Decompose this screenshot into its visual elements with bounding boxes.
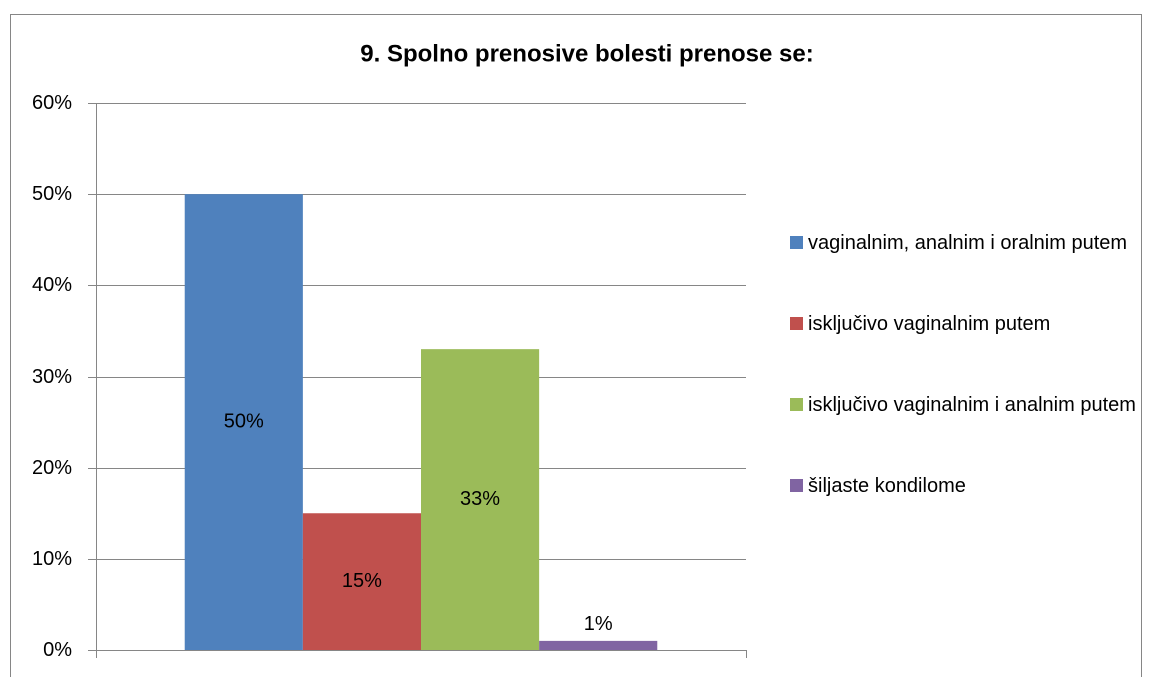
y-tick-label: 50%: [32, 183, 72, 205]
legend-swatch: [790, 236, 803, 249]
legend-swatch: [790, 479, 803, 492]
y-tick-label: 40%: [32, 274, 72, 296]
y-tick-label: 20%: [32, 457, 72, 479]
data-label: 50%: [224, 410, 264, 432]
legend-entry: šiljaste kondilome: [786, 471, 1136, 502]
legend-entry: isključivo vaginalnim putem: [786, 309, 1136, 340]
y-tick-label: 0%: [43, 639, 72, 661]
bar: [539, 640, 658, 650]
y-tick-label: 30%: [32, 366, 72, 388]
data-label: 15%: [342, 570, 382, 592]
data-label: 1%: [584, 613, 613, 635]
legend-swatch: [790, 317, 803, 330]
chart-title: 9. Spolno prenosive bolesti prenose se:: [360, 40, 813, 67]
legend: vaginalnim, analnim i oralnim putem isklj…: [786, 228, 1136, 552]
legend-label: isključivo vaginalnim putem: [808, 313, 1051, 335]
legend-label: isključivo vaginalnim i analnim putem: [808, 394, 1136, 416]
y-tick-label: 10%: [32, 548, 72, 570]
legend-entry: isključivo vaginalnim i analnim putem: [786, 390, 1136, 421]
legend-entry: vaginalnim, analnim i oralnim putem: [786, 228, 1136, 259]
bar: [302, 513, 421, 650]
data-label: 33%: [460, 488, 500, 510]
y-tick-label: 60%: [32, 92, 72, 114]
legend-label: šiljaste kondilome: [808, 475, 966, 497]
bar: [421, 349, 540, 650]
bar: [184, 194, 303, 650]
legend-swatch: [790, 398, 803, 411]
legend-label: vaginalnim, analnim i oralnim putem: [808, 232, 1128, 254]
